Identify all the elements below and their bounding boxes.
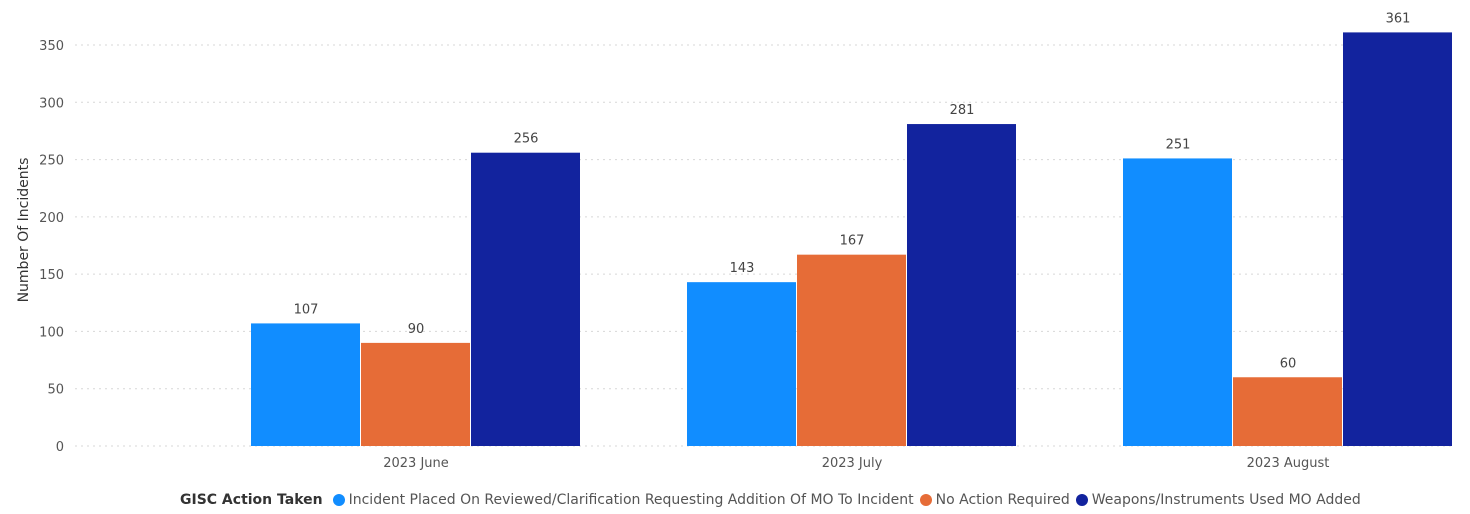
y-axis-ticks: 0 50 100 150 200 250 300 350 <box>39 39 64 455</box>
bar[interactable] <box>471 152 580 446</box>
bar[interactable] <box>361 342 470 446</box>
legend-label: Weapons/Instruments Used MO Added <box>1091 492 1361 508</box>
legend: GISC Action Taken Incident Placed On Rev… <box>180 489 1367 511</box>
bars <box>251 32 1452 446</box>
bar[interactable] <box>1343 32 1452 446</box>
x-tick-label: 2023 June <box>383 456 449 471</box>
legend-title: GISC Action Taken <box>180 492 323 508</box>
data-label: 361 <box>1386 11 1411 26</box>
y-tick-label: 50 <box>47 383 64 398</box>
bar[interactable] <box>797 254 906 446</box>
data-label: 281 <box>950 103 975 118</box>
bar[interactable] <box>1123 158 1232 446</box>
y-axis-title: Number Of Incidents <box>16 158 32 303</box>
data-label: 251 <box>1166 137 1191 152</box>
bar[interactable] <box>687 282 796 446</box>
y-tick-label: 200 <box>39 211 64 226</box>
y-tick-label: 150 <box>39 268 64 283</box>
legend-label: Incident Placed On Reviewed/Clarificatio… <box>348 492 914 508</box>
legend-dot-icon <box>1075 494 1088 506</box>
legend-item-weapons[interactable]: Weapons/Instruments Used MO Added <box>1075 492 1361 508</box>
legend-dot-icon <box>332 494 345 506</box>
data-label: 60 <box>1280 356 1297 371</box>
data-label: 107 <box>294 302 319 317</box>
legend-item-incident-placed[interactable]: Incident Placed On Reviewed/Clarificatio… <box>332 492 914 508</box>
bar[interactable] <box>251 323 360 446</box>
x-axis-ticks: 2023 June 2023 July 2023 August <box>383 456 1329 471</box>
data-label: 143 <box>730 261 755 276</box>
legend-item-no-action[interactable]: No Action Required <box>919 492 1070 508</box>
y-tick-label: 300 <box>39 96 64 111</box>
data-label: 90 <box>408 322 425 337</box>
data-label: 167 <box>840 234 865 249</box>
data-labels: 107 143 251 90 167 60 256 281 361 <box>294 11 1411 371</box>
bar[interactable] <box>1233 377 1342 446</box>
y-tick-label: 250 <box>39 154 64 169</box>
y-tick-label: 0 <box>56 440 64 455</box>
x-tick-label: 2023 August <box>1247 456 1330 471</box>
x-tick-label: 2023 July <box>822 456 883 471</box>
bar[interactable] <box>907 124 1016 446</box>
data-label: 256 <box>514 132 539 147</box>
y-tick-label: 100 <box>39 325 64 340</box>
legend-dot-icon <box>919 494 932 506</box>
y-tick-label: 350 <box>39 39 64 54</box>
legend-label: No Action Required <box>935 492 1070 508</box>
